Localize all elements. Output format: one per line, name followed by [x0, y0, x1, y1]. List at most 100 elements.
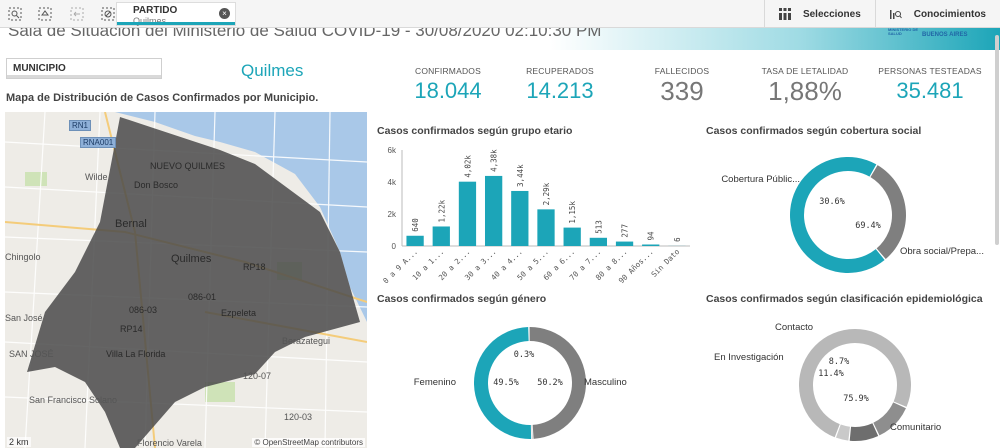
selection-chip-partido[interactable]: PARTIDO Quilmes × [116, 2, 236, 26]
y-tick-label: 2k [388, 210, 397, 219]
kpi-label: FALLECIDOS [654, 66, 710, 76]
map-scale: 2 km [7, 437, 31, 447]
municipio-filter[interactable]: MUNICIPIO [6, 58, 162, 79]
sheet-title: Sala de Situación del Ministerio de Salu… [8, 28, 602, 40]
map-attribution[interactable]: © OpenStreetMap contributors [252, 438, 365, 447]
map-label-ezpeleta: Ezpeleta [221, 308, 257, 318]
map-label-chingolo: Chingolo [5, 252, 41, 262]
bar-value-label: 640 [411, 218, 420, 232]
map-label-120-03: 120-03 [284, 412, 313, 422]
donut-chart-clasificacion[interactable]: Comunitario En Investigación Contacto 75.9%… [700, 305, 995, 448]
donut-percent-label: 30.6% [819, 197, 845, 207]
logo-buenos-aires: BUENOS AIRES [922, 32, 968, 38]
map-label-villa-la-florida: Villa La Florida [106, 349, 166, 359]
municipio-map[interactable]: RN1 RNA001 Wilde NUEVO QUILMES Don Bosco… [5, 112, 367, 448]
bar-value-label: 4,38k [490, 149, 499, 172]
donut-category-label: Masculino [584, 377, 627, 388]
map-label-san-jose-upper: SAN JOSÉ [9, 349, 54, 359]
bar[interactable] [563, 227, 581, 246]
conocimientos-label: Conocimientos [913, 8, 986, 20]
donut-chart-cobertura[interactable]: Cobertura Públic... Obra social/Prepa... 3… [700, 140, 995, 290]
map-label-rp14: RP14 [120, 324, 143, 334]
bar-value-label: 4,02k [463, 155, 472, 178]
vertical-scrollbar[interactable] [995, 35, 999, 245]
donut-slice[interactable] [873, 402, 906, 436]
donut-percent-label: 0.3% [514, 350, 534, 360]
kpi-label: TASA DE LETALIDAD [761, 66, 849, 76]
kpi-value: 14.213 [526, 78, 594, 103]
bar-value-label: 277 [621, 224, 630, 238]
donut-slice[interactable] [849, 423, 879, 441]
bar-value-label: 1,22k [437, 199, 446, 222]
chart-title-genero: Casos confirmados según género [377, 293, 547, 305]
toolbar-right: Selecciones Conocimientos [763, 0, 1000, 28]
clear-selections-icon[interactable] [97, 4, 119, 24]
bar[interactable] [642, 244, 660, 246]
route-rna001: RNA001 [80, 137, 117, 148]
map-label-rp18: RP18 [243, 262, 266, 272]
bar-value-label: 2,29k [542, 182, 551, 205]
map-label-quilmes: Quilmes [171, 253, 212, 265]
donut-percent-label: 11.4% [818, 369, 844, 379]
bar[interactable] [406, 235, 424, 246]
map-label-086-01: 086-01 [188, 292, 217, 302]
donut-percent-label: 50.2% [537, 378, 563, 388]
chart-title-cobertura-social: Casos confirmados según cobertura social [706, 125, 922, 137]
kpi-recuperados: RECUPERADOS 14.213 [500, 66, 620, 104]
chip-value: Quilmes [133, 16, 167, 26]
zoom-select-icon[interactable] [4, 4, 26, 24]
bar-value-label: 6 [673, 237, 682, 242]
bar-value-label: 513 [594, 220, 603, 234]
bar[interactable] [537, 209, 555, 246]
y-tick-label: 4k [388, 178, 397, 187]
bar[interactable] [511, 190, 529, 246]
kpi-value: 35.481 [896, 78, 964, 103]
donut-percent-label: 69.4% [855, 221, 881, 231]
selecciones-label: Selecciones [802, 8, 861, 20]
donut-slice[interactable] [870, 165, 906, 260]
close-icon[interactable]: × [219, 8, 230, 19]
bar[interactable] [615, 241, 634, 246]
donut-slice[interactable] [836, 424, 850, 441]
donut-slice[interactable] [529, 327, 586, 439]
conocimientos-button[interactable]: Conocimientos [874, 0, 1000, 28]
donut-slice[interactable] [531, 424, 533, 439]
donut-slice[interactable] [473, 327, 532, 439]
donut-slice[interactable] [790, 157, 885, 273]
map-label-san-francisco-solano: San Francisco Solano [29, 395, 118, 405]
bar[interactable] [484, 175, 503, 246]
bar-value-label: 1,15k [568, 201, 577, 224]
toolbar: PARTIDO Quilmes × Selecciones Conocimien… [0, 0, 1000, 28]
donut-percent-label: 8.7% [829, 357, 849, 367]
chart-title-grupo-etario: Casos confirmados según grupo etario [377, 125, 573, 137]
kpi-confirmados: CONFIRMADOS 18.044 [388, 66, 508, 104]
selecciones-button[interactable]: Selecciones [763, 0, 875, 28]
donut-category-label: Cobertura Públic... [721, 174, 800, 185]
chip-title: PARTIDO [133, 5, 178, 16]
map-label-san-jose: San José [5, 313, 43, 323]
map-canvas [5, 112, 367, 448]
donut-category-label: En Investigación [714, 352, 784, 363]
kpi-value: 1,88% [768, 76, 842, 106]
bar-value-label: 94 [647, 231, 656, 241]
lasso-select-icon[interactable] [34, 4, 56, 24]
kpi-value: 339 [660, 76, 704, 106]
bar[interactable] [432, 226, 450, 246]
kpi-label: RECUPERADOS [526, 66, 594, 76]
kpi-personas-testeadas: PERSONAS TESTEADAS 35.481 [870, 66, 990, 104]
donut-percent-label: 49.5% [493, 378, 519, 388]
bar[interactable] [458, 181, 477, 246]
map-title: Mapa de Distribución de Casos Confirmado… [6, 92, 319, 104]
kpi-tasa-letalidad: TASA DE LETALIDAD 1,88% [745, 66, 865, 107]
donut-category-label: Comunitario [890, 422, 941, 433]
kpi-label: PERSONAS TESTEADAS [878, 66, 982, 76]
donut-chart-genero[interactable]: Femenino Masculino 49.5% 0.3% 50.2% [370, 305, 695, 448]
filter-state-bar [7, 75, 161, 78]
map-label-120-07: 120-07 [243, 371, 272, 381]
y-tick-label: 0 [392, 242, 397, 251]
insights-icon [889, 10, 902, 19]
bar[interactable] [589, 237, 608, 246]
map-label-wilde: Wilde [85, 172, 108, 182]
step-back-icon[interactable] [66, 4, 88, 24]
